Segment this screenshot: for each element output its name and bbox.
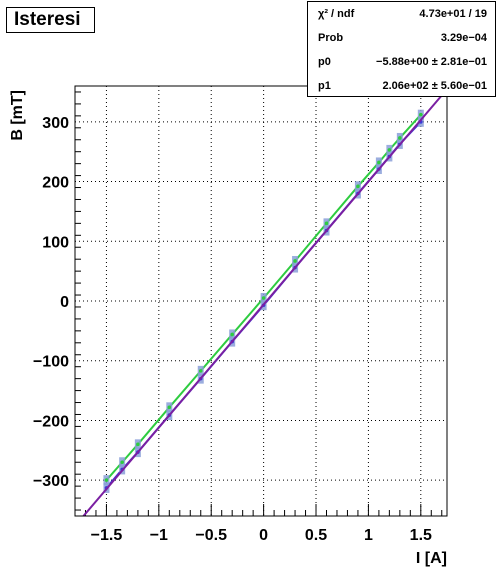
plot-frame <box>74 85 448 517</box>
data-point-center <box>293 259 297 263</box>
data-point-center <box>136 442 140 447</box>
data-point-center <box>120 460 124 465</box>
stats-label: p1 <box>318 80 331 92</box>
x-tick-label: 1 <box>364 527 373 544</box>
data-point-center <box>324 221 329 226</box>
stats-value: 4.73e+01 / 19 <box>419 8 487 20</box>
y-tick-label: 300 <box>42 115 69 132</box>
data-point-center <box>167 405 172 410</box>
stats-label: χ² / ndf <box>318 8 355 20</box>
data-point-center <box>387 148 392 152</box>
y-tick-label: 200 <box>42 175 69 192</box>
data-point-center <box>419 112 423 117</box>
y-tick-label: 100 <box>42 234 69 251</box>
y-tick-label: 0 <box>60 294 69 311</box>
data-point-center <box>198 369 203 373</box>
y-tick-label: −100 <box>33 354 69 371</box>
stats-box: χ² / ndf 4.73e+01 / 19 Prob 3.29e−04 p0 … <box>307 1 496 97</box>
data-point-center <box>398 136 402 140</box>
y-axis-title: B [mT] <box>9 90 26 141</box>
data-point-center <box>356 184 360 189</box>
stats-value: 2.06e+02 ± 5.60e−01 <box>382 80 487 92</box>
x-tick-label: −0.5 <box>195 527 227 544</box>
chart-title: Isteresi <box>6 7 95 33</box>
fit-line <box>82 88 447 516</box>
data-point-center <box>377 160 381 165</box>
x-tick-label: −1.5 <box>91 527 123 544</box>
x-axis-title: I [A] <box>416 550 447 567</box>
y-tick-label: −200 <box>33 413 69 430</box>
x-tick-label: 1.5 <box>410 527 432 544</box>
stats-row-prob: Prob 3.29e−04 <box>308 26 495 50</box>
stats-value: −5.88e+00 ± 2.81e−01 <box>376 56 487 68</box>
data-point-center <box>230 332 234 337</box>
stats-label: p0 <box>318 56 331 68</box>
data-point-center <box>261 296 266 300</box>
x-tick-label: 0.5 <box>305 527 327 544</box>
stats-row-p0: p0 −5.88e+00 ± 2.81e−01 <box>308 50 495 74</box>
stats-label: Prob <box>318 32 344 44</box>
x-tick-label: 0 <box>259 527 268 544</box>
y-tick-label: −300 <box>33 473 69 490</box>
data-point-center <box>104 478 109 482</box>
stats-row-chi2: χ² / ndf 4.73e+01 / 19 <box>308 2 495 26</box>
x-tick-label: −1 <box>150 527 168 544</box>
stats-row-p1: p1 2.06e+02 ± 5.60e−01 <box>308 74 495 98</box>
stats-value: 3.29e−04 <box>440 32 487 44</box>
